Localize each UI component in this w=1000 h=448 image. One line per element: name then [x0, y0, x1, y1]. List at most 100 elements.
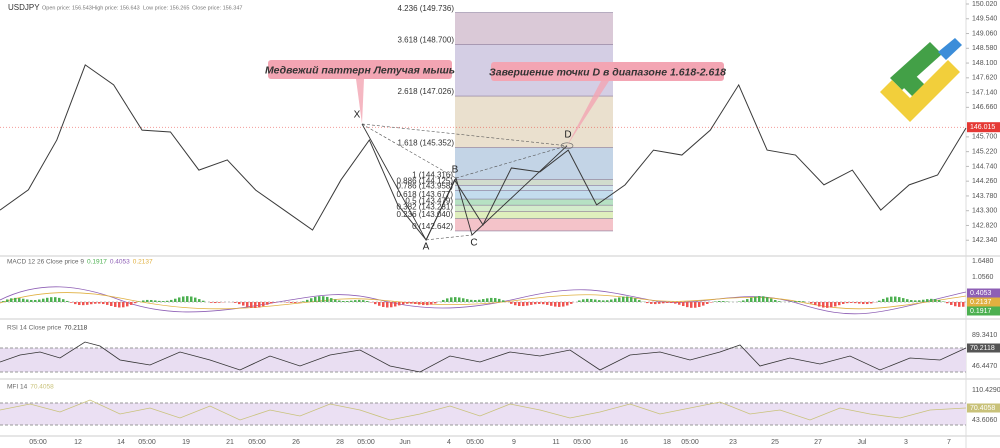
indicator-title: MACD 12 26 Close price 9: [7, 259, 84, 266]
histogram-bar: [486, 298, 489, 302]
histogram-bar: [422, 302, 425, 306]
histogram-bar: [846, 302, 849, 304]
histogram-bar: [478, 299, 481, 302]
histogram-bar: [2, 301, 5, 302]
histogram-bar: [74, 302, 77, 305]
histogram-bar: [402, 302, 405, 305]
histogram-bar: [654, 302, 657, 305]
band: [0, 403, 966, 425]
histogram-bar: [662, 302, 665, 304]
histogram-bar: [458, 297, 461, 302]
histogram-bar: [678, 302, 681, 305]
histogram-bar: [250, 302, 253, 308]
histogram-bar: [954, 302, 957, 307]
histogram-bar: [706, 302, 709, 304]
open-price: Open price: 156.543: [42, 5, 92, 11]
axis-readout: 0.2137: [970, 299, 992, 306]
histogram-bar: [638, 300, 641, 302]
histogram-bar: [238, 302, 241, 305]
y-tick-label: 1.6480: [972, 258, 994, 265]
indicator-readout: 0.2137: [133, 259, 153, 266]
y-tick-label: 1.0560: [972, 274, 994, 281]
x-tick-label: 11: [552, 439, 559, 446]
histogram-bar: [930, 298, 933, 302]
point-label: C: [470, 238, 477, 249]
x-tick-label: 05:00: [573, 439, 591, 446]
histogram-bar: [866, 302, 869, 305]
pattern-dashed: [425, 234, 473, 241]
indicator-readout: 0.4053: [110, 259, 130, 266]
histogram-bar: [50, 297, 53, 302]
y-tick-label: 46.4470: [972, 363, 997, 370]
histogram-bar: [634, 298, 637, 302]
fib-label: 1 (144.316): [412, 171, 453, 180]
histogram-bar: [150, 299, 153, 302]
histogram-bar: [366, 301, 369, 302]
y-tick-label: 144.740: [972, 163, 997, 170]
histogram-bar: [758, 296, 761, 302]
histogram-bar: [386, 302, 389, 308]
y-tick-label: 145.220: [972, 148, 997, 155]
histogram-bar: [18, 298, 21, 302]
histogram-bar: [586, 298, 589, 302]
histogram-bar: [26, 299, 29, 302]
histogram-bar: [850, 302, 853, 303]
histogram-bar: [22, 298, 25, 302]
histogram-bar: [886, 297, 889, 302]
macd-pane: [0, 286, 967, 315]
y-tick-label: 142.340: [972, 237, 997, 244]
fib-label: 4.236 (149.736): [398, 4, 455, 13]
fib-band: [455, 199, 613, 206]
histogram-bar: [598, 300, 601, 302]
histogram-bar: [902, 298, 905, 302]
histogram-bar: [682, 302, 685, 307]
x-tick-label: 19: [182, 439, 190, 446]
x-tick-label: 23: [729, 439, 737, 446]
histogram-bar: [606, 300, 609, 302]
readout-box: [967, 306, 1000, 316]
histogram-bar: [694, 302, 697, 308]
histogram-bar: [570, 302, 573, 304]
histogram-bar: [530, 302, 533, 305]
histogram-bar: [814, 302, 817, 306]
histogram-bar: [830, 302, 833, 308]
histogram-bar: [462, 298, 465, 302]
histogram-bar: [450, 297, 453, 302]
axis-readout: 0.4053: [970, 290, 992, 297]
pattern-dashed: [361, 123, 457, 179]
y-tick-label: 142.820: [972, 222, 997, 229]
histogram-bar: [430, 302, 433, 305]
histogram-bar: [78, 302, 81, 305]
close-price: Close price: 156.347: [192, 5, 242, 11]
histogram-bar: [218, 302, 221, 303]
histogram-bar: [214, 302, 217, 304]
histogram-bar: [302, 301, 305, 302]
x-tick-label: Jul: [858, 439, 867, 446]
annotation-pointer: [356, 79, 364, 124]
pattern-dashed: [455, 145, 568, 179]
histogram-bar: [934, 299, 937, 302]
histogram-bar: [566, 302, 569, 306]
current-price-box: [967, 122, 1000, 133]
histogram-bar: [718, 301, 721, 302]
histogram-bar: [82, 302, 85, 306]
point-label: B: [452, 165, 459, 176]
histogram-bar: [474, 300, 477, 302]
histogram-bar: [114, 302, 117, 307]
histogram-bar: [550, 302, 553, 306]
y-tick-label: 43.6060: [972, 417, 997, 424]
histogram-bar: [922, 299, 925, 302]
histogram-bar: [134, 302, 137, 304]
fib-label: 0.618 (143.677): [397, 190, 454, 199]
histogram-bar: [822, 302, 825, 308]
histogram-bar: [270, 302, 273, 304]
histogram-bar: [66, 300, 69, 302]
y-tick-label: 148.100: [972, 60, 997, 67]
histogram-bar: [870, 302, 873, 304]
y-tick-label: 149.060: [972, 30, 997, 37]
histogram-bar: [194, 297, 197, 302]
histogram-bar: [186, 296, 189, 302]
symbol: USDJPY: [8, 3, 40, 12]
y-tick-label: 147.140: [972, 89, 997, 96]
histogram-bar: [742, 300, 745, 302]
